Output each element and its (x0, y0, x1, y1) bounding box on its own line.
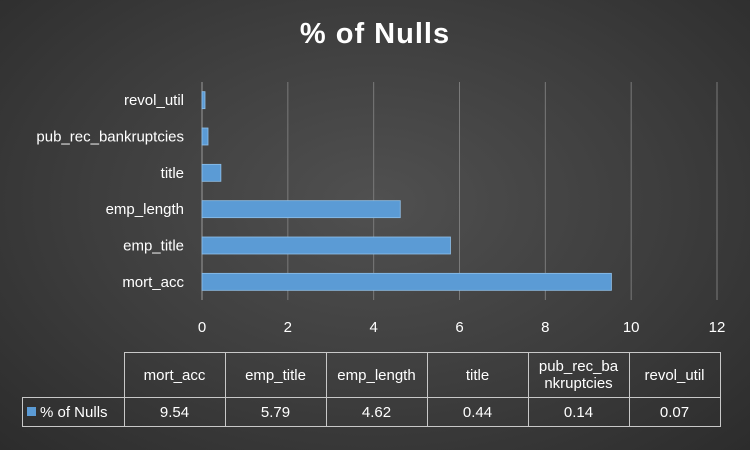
x-tick-label: 0 (198, 319, 206, 336)
bar (201, 236, 451, 255)
x-tick-label: 4 (369, 319, 377, 336)
legend-entry: % of Nulls (22, 397, 125, 427)
category-label: mort_acc (122, 274, 184, 291)
data-table-header: revol_util (628, 352, 721, 398)
bar (201, 272, 612, 291)
data-table-header: pub_rec_ba nkruptcies (527, 352, 630, 398)
data-table-header: emp_length (325, 352, 428, 398)
data-table-value: 5.79 (224, 397, 327, 427)
data-table: mort_acc emp_title emp_length title pub_… (22, 352, 721, 427)
bar (201, 200, 401, 219)
bar (201, 127, 209, 146)
data-table-corner (22, 352, 125, 398)
bar-chart-plot: 0 2 4 6 8 10 12 mort_acc emp_title emp_length titl… (36, 82, 726, 336)
data-table-values-row: % of Nulls 9.54 5.79 4.62 0.44 0.14 0.07 (22, 397, 721, 427)
data-table-value: 9.54 (123, 397, 226, 427)
legend-swatch-icon (27, 406, 36, 416)
data-table-header: title (426, 352, 529, 398)
bar (201, 91, 206, 110)
legend-label: % of Nulls (40, 403, 108, 421)
category-label: title (161, 165, 184, 182)
data-table-value: 0.07 (628, 397, 721, 427)
data-table-header-row: mort_acc emp_title emp_length title pub_… (22, 352, 721, 398)
data-table-header: mort_acc (123, 352, 226, 398)
category-label: pub_rec_bankruptcies (36, 129, 184, 146)
bar (201, 163, 222, 182)
category-label: emp_length (106, 201, 184, 218)
x-tick-label: 8 (541, 319, 549, 336)
data-table-value: 4.62 (325, 397, 428, 427)
chart-title: % of Nulls (299, 18, 451, 50)
x-tick-label: 6 (455, 319, 463, 336)
x-tick-label: 2 (284, 319, 292, 336)
data-table-header: emp_title (224, 352, 327, 398)
category-label: emp_title (123, 238, 184, 255)
x-tick-label: 12 (709, 319, 726, 336)
x-tick-label: 10 (623, 319, 640, 336)
data-table-value: 0.14 (527, 397, 630, 427)
category-label: revol_util (124, 92, 184, 109)
data-table-value: 0.44 (426, 397, 529, 427)
